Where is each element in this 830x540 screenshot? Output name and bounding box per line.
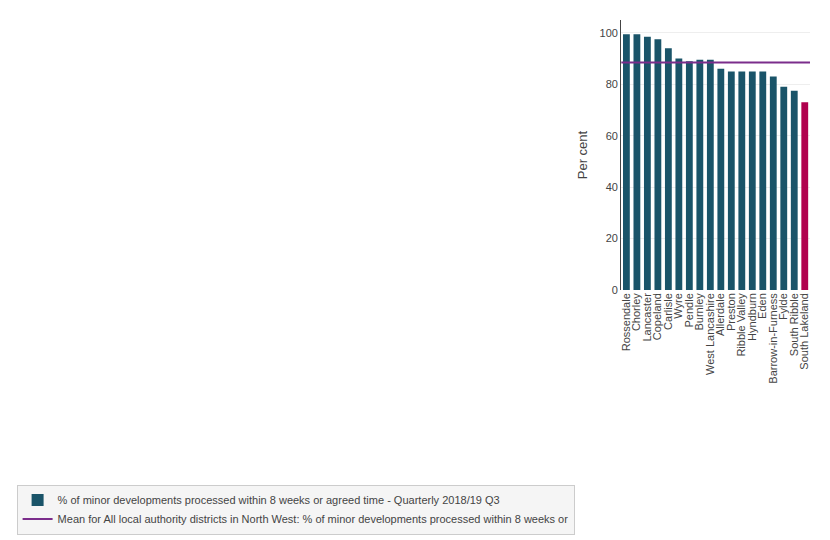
svg-text:100: 100 — [600, 27, 618, 39]
svg-text:South Ribble: South Ribble — [788, 293, 800, 356]
svg-text:Burnley: Burnley — [693, 293, 705, 331]
svg-text:Rossendale: Rossendale — [620, 293, 632, 351]
svg-text:Pendle: Pendle — [683, 293, 695, 327]
svg-text:West Lancashire: West Lancashire — [704, 293, 716, 375]
svg-text:Preston: Preston — [725, 293, 737, 331]
svg-text:Copeland: Copeland — [651, 293, 663, 340]
svg-text:Mean for All local authority d: Mean for All local authority districts i… — [58, 513, 569, 525]
svg-text:60: 60 — [606, 130, 618, 142]
svg-text:South Lakeland: South Lakeland — [798, 293, 810, 369]
svg-text:Ribble Valley: Ribble Valley — [735, 293, 747, 357]
svg-text:80: 80 — [606, 78, 618, 90]
svg-text:Fylde: Fylde — [777, 293, 789, 320]
svg-text:Per cent: Per cent — [575, 130, 590, 179]
svg-text:Chorley: Chorley — [630, 293, 642, 331]
svg-text:0: 0 — [612, 284, 618, 296]
svg-text:20: 20 — [606, 232, 618, 244]
svg-text:40: 40 — [606, 181, 618, 193]
svg-text:Barrow-in-Furness: Barrow-in-Furness — [767, 293, 779, 384]
svg-text:Lancaster: Lancaster — [641, 293, 653, 342]
svg-text:% of minor developments proces: % of minor developments processed within… — [58, 494, 500, 506]
svg-text:Hyndburn: Hyndburn — [746, 293, 758, 341]
svg-text:Wyre: Wyre — [672, 293, 684, 319]
svg-text:Carlisle: Carlisle — [662, 293, 674, 330]
svg-text:Eden: Eden — [756, 293, 768, 319]
svg-text:Allerdale: Allerdale — [714, 293, 726, 336]
